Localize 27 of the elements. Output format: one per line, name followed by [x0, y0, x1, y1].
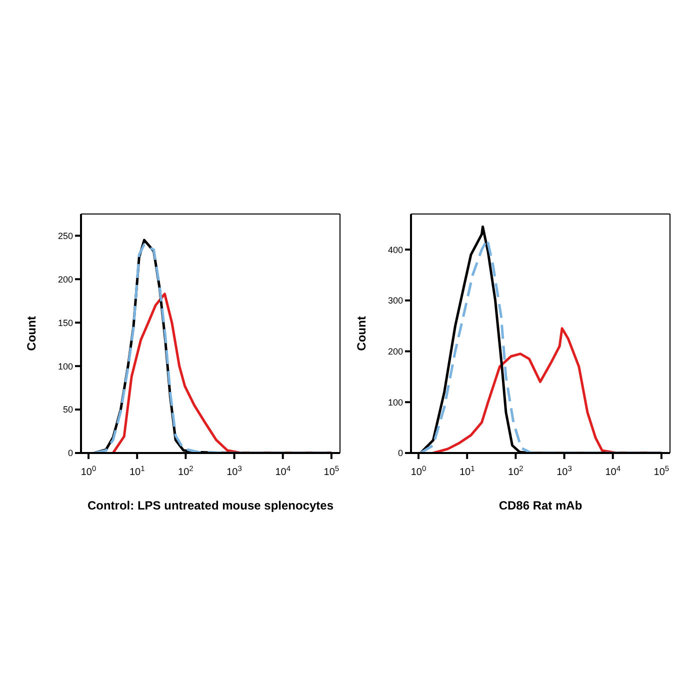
x-tick-label: 10$^{1}$ [129, 464, 145, 478]
x-tick-label: 10$^{0}$ [410, 464, 426, 478]
x-axis-title: CD86 Rat mAb [498, 498, 582, 513]
x-axis-title: Control: LPS untreated mouse splenocytes [87, 498, 334, 513]
y-tick-label: 0 [68, 448, 73, 458]
y-tick-label: 150 [58, 318, 73, 328]
x-tick-label: 10$^{5}$ [654, 464, 670, 478]
x-tick-label: 10$^{4}$ [275, 464, 291, 478]
y-tick-label: 0 [398, 448, 403, 458]
y-tick-label: 250 [58, 230, 73, 241]
x-tick-label: 10$^{2}$ [178, 464, 194, 478]
y-axis-title: Count [24, 316, 38, 351]
y-tick-label: 100 [58, 361, 73, 372]
x-tick-label: 10$^{4}$ [605, 464, 621, 478]
y-tick-label: 200 [58, 274, 73, 284]
x-tick-label: 10$^{3}$ [556, 464, 572, 478]
y-tick-label: 300 [388, 296, 403, 306]
y-tick-label: 50 [62, 404, 73, 415]
y-tick-label: 200 [388, 346, 403, 356]
y-axis-title: Count [354, 316, 368, 351]
y-tick-label: 400 [388, 244, 403, 255]
x-tick-label: 10$^{2}$ [508, 464, 524, 478]
x-tick-label: 10$^{3}$ [226, 464, 242, 478]
x-tick-label: 10$^{0}$ [80, 464, 96, 478]
x-tick-label: 10$^{1}$ [459, 464, 475, 478]
y-tick-label: 100 [388, 397, 403, 408]
x-tick-label: 10$^{5}$ [324, 464, 340, 478]
